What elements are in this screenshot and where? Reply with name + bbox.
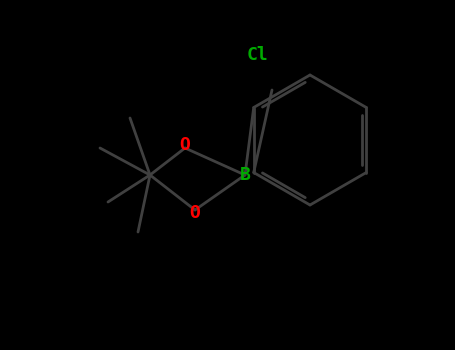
Text: B: B	[240, 166, 250, 184]
Text: O: O	[180, 136, 191, 154]
Text: O: O	[190, 204, 201, 222]
Text: Cl: Cl	[247, 46, 269, 64]
